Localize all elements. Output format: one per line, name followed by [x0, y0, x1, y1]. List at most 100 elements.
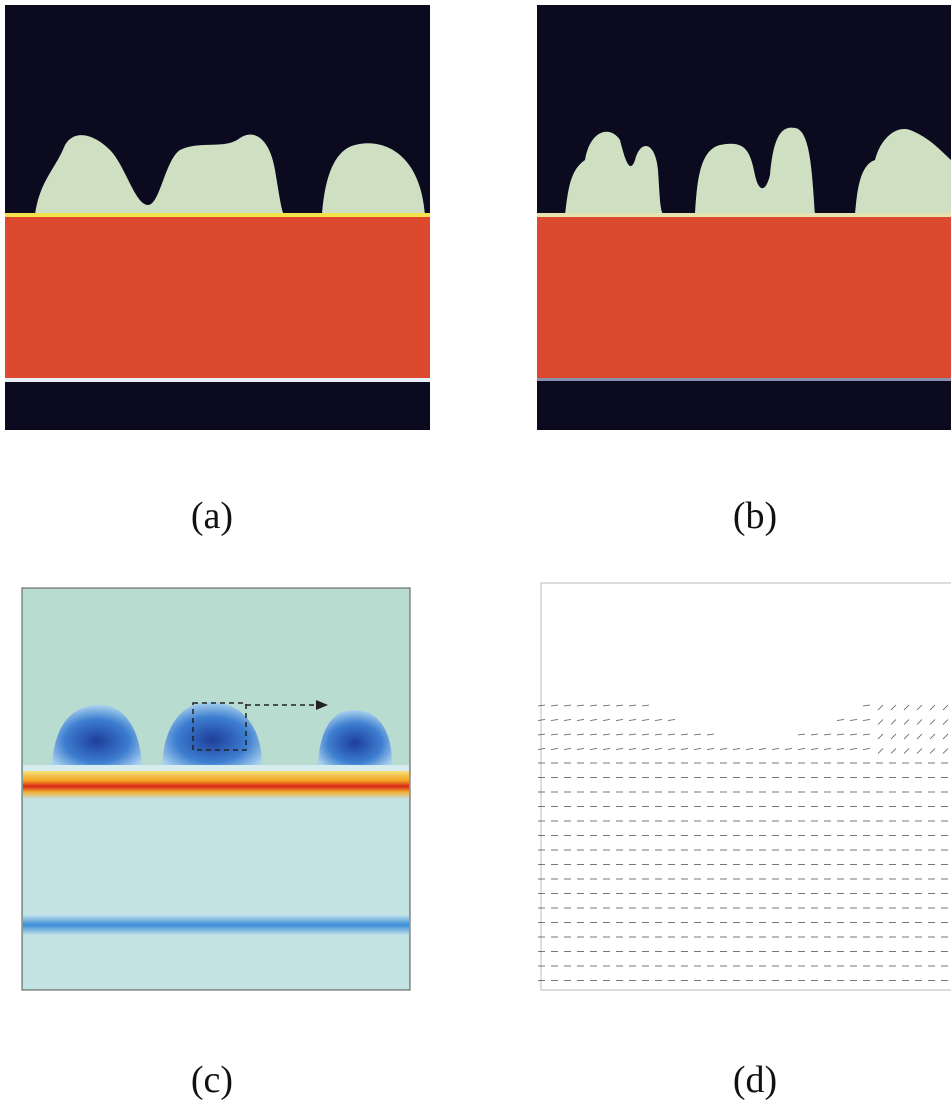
vector [615, 733, 624, 736]
vector [942, 719, 949, 725]
stress-band [23, 771, 409, 799]
zoom-box [192, 702, 247, 751]
vector [576, 704, 585, 707]
vector [890, 704, 897, 711]
vector [563, 704, 572, 707]
vector [942, 733, 949, 740]
vector [719, 748, 728, 750]
vector [862, 748, 871, 750]
vector [732, 748, 741, 750]
vector [916, 704, 923, 711]
vector [602, 719, 611, 721]
vector [589, 704, 598, 707]
vector [654, 719, 663, 721]
vector [537, 719, 546, 721]
vector [589, 733, 598, 736]
vector [693, 748, 702, 750]
vector [680, 733, 689, 736]
interface [537, 213, 951, 217]
vector [550, 733, 559, 736]
vector [550, 704, 559, 707]
vector [890, 733, 897, 740]
lower-band [23, 915, 409, 935]
vector [890, 719, 897, 725]
vector [877, 719, 884, 725]
vector [667, 733, 676, 736]
surface-blob [35, 134, 425, 215]
vector [693, 733, 702, 736]
vector [615, 748, 624, 750]
vector [550, 748, 559, 750]
vector [667, 748, 676, 750]
panel-label: (b) [733, 495, 777, 537]
substrate [537, 217, 951, 378]
vector [849, 733, 858, 736]
field-blob [52, 705, 142, 765]
vector [706, 733, 715, 736]
vector [641, 748, 650, 750]
vector [877, 704, 884, 711]
vector [537, 733, 546, 736]
panel-c [21, 587, 411, 991]
vector [654, 733, 663, 736]
panel-label: (d) [733, 1059, 777, 1101]
vector [615, 704, 624, 707]
substrate [23, 795, 409, 989]
vector [890, 748, 897, 754]
interface [5, 213, 430, 217]
vector [877, 748, 884, 754]
vector [641, 704, 650, 707]
vector [862, 719, 871, 721]
vector [810, 733, 819, 736]
vector [680, 748, 689, 750]
vector [929, 719, 936, 725]
vector [836, 748, 845, 750]
background [540, 582, 951, 991]
vector [849, 748, 858, 750]
vector [862, 733, 871, 736]
vector [628, 748, 637, 750]
vector [916, 748, 923, 754]
panel-label: (a) [191, 495, 233, 537]
field-blob [318, 710, 392, 765]
vector [667, 719, 676, 721]
arrow-head [316, 700, 328, 710]
vector [810, 748, 819, 750]
vector [903, 748, 910, 754]
interface [537, 378, 951, 381]
field-blob [162, 701, 262, 765]
vector [602, 704, 611, 707]
vector [654, 748, 663, 750]
vector [641, 733, 650, 736]
vector [942, 704, 949, 711]
vector [628, 704, 637, 707]
vector [706, 748, 715, 750]
vector [797, 733, 806, 736]
vector [916, 733, 923, 740]
vector [576, 719, 585, 721]
vector [537, 748, 546, 750]
substrate [5, 217, 430, 378]
vector [916, 719, 923, 725]
vector [537, 704, 546, 707]
panel-label: (c) [191, 1059, 233, 1101]
vector [823, 748, 832, 750]
vector [576, 733, 585, 736]
vector [903, 704, 910, 711]
vector [758, 748, 767, 750]
vector [628, 733, 637, 736]
vector [563, 733, 572, 736]
vector [602, 733, 611, 736]
vector [836, 719, 845, 721]
panel-d [537, 582, 951, 991]
vector [563, 719, 572, 721]
vector [849, 719, 858, 721]
vector [745, 748, 754, 750]
vector [550, 719, 559, 721]
panel-b [537, 5, 951, 430]
surface-blob [565, 127, 951, 215]
vector [563, 748, 572, 750]
vector [823, 733, 832, 736]
vector [784, 748, 793, 750]
